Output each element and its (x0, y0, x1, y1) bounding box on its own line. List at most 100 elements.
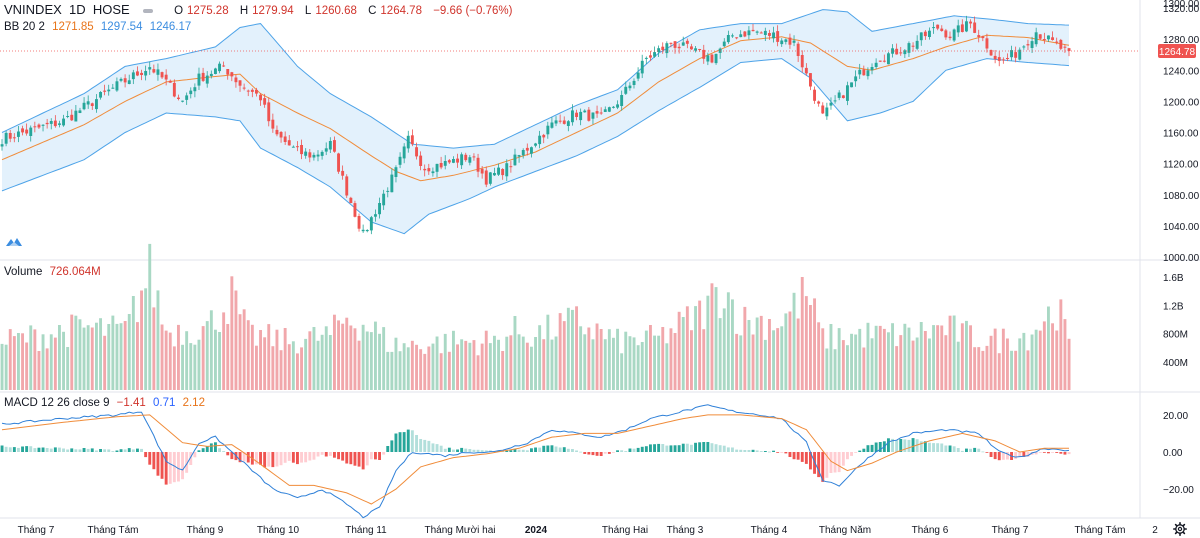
volume-bar[interactable] (571, 309, 574, 390)
candle[interactable] (870, 63, 874, 75)
macd-histogram-bar[interactable] (415, 435, 418, 452)
macd-histogram-bar[interactable] (365, 452, 369, 466)
macd-histogram-bar[interactable] (177, 452, 180, 482)
candle[interactable] (1063, 44, 1067, 53)
volume-bar[interactable] (353, 328, 357, 390)
macd-histogram-bar[interactable] (1006, 452, 1009, 460)
macd-histogram-bar[interactable] (144, 452, 148, 458)
candle[interactable] (201, 67, 205, 83)
volume-bar[interactable] (283, 328, 287, 390)
candle[interactable] (197, 67, 201, 90)
macd-histogram-bar[interactable] (616, 450, 619, 452)
macd-histogram-bar[interactable] (476, 449, 480, 452)
visibility-dot-icon[interactable] (142, 8, 153, 13)
volume-bar[interactable] (628, 336, 632, 390)
macd-histogram-bar[interactable] (410, 430, 414, 452)
candle[interactable] (587, 107, 591, 122)
volume-bar[interactable] (12, 336, 16, 390)
candle[interactable] (911, 42, 915, 52)
volume-bar[interactable] (809, 305, 812, 390)
volume-bar[interactable] (554, 336, 558, 391)
macd-histogram-bar[interactable] (821, 452, 825, 482)
macd-histogram-bar[interactable] (4, 446, 8, 452)
macd-histogram-bar[interactable] (788, 452, 792, 457)
volume-bar[interactable] (677, 311, 681, 390)
candle[interactable] (804, 63, 808, 76)
volume-bar[interactable] (123, 321, 127, 390)
volume-bar[interactable] (406, 347, 410, 390)
candle[interactable] (320, 150, 324, 160)
macd-histogram-bar[interactable] (517, 449, 521, 452)
macd-histogram-bar[interactable] (99, 449, 102, 452)
candle[interactable] (246, 89, 250, 97)
volume-bar[interactable] (201, 326, 205, 390)
macd-histogram-bar[interactable] (562, 447, 566, 452)
candle[interactable] (591, 112, 595, 125)
candle[interactable] (661, 42, 665, 54)
volume-bar[interactable] (493, 335, 496, 390)
candle[interactable] (792, 35, 796, 47)
volume-bar[interactable] (632, 337, 636, 390)
volume-bar[interactable] (374, 321, 377, 390)
macd-histogram-bar[interactable] (419, 439, 423, 452)
volume-bar[interactable] (111, 315, 115, 390)
candle[interactable] (1059, 38, 1063, 51)
macd-histogram-bar[interactable] (304, 452, 308, 463)
candle[interactable] (694, 45, 697, 53)
volume-bar[interactable] (649, 325, 652, 390)
macd-histogram-bar[interactable] (792, 452, 796, 460)
volume-bar[interactable] (345, 317, 349, 390)
candle[interactable] (944, 28, 948, 40)
candle[interactable] (148, 61, 152, 75)
candle[interactable] (374, 209, 377, 222)
macd-histogram-bar[interactable] (706, 442, 710, 452)
candle[interactable] (415, 142, 418, 160)
macd-histogram-bar[interactable] (279, 452, 283, 466)
macd-histogram-bar[interactable] (193, 452, 197, 458)
candle[interactable] (501, 168, 505, 180)
volume-bar[interactable] (103, 335, 107, 390)
candle[interactable] (685, 38, 689, 49)
volume-bar[interactable] (452, 330, 455, 390)
candle[interactable] (788, 33, 792, 49)
volume-bar[interactable] (136, 322, 139, 390)
volume-bar[interactable] (33, 329, 37, 390)
volume-bar[interactable] (119, 323, 123, 390)
volume-bar[interactable] (164, 330, 168, 390)
volume-bar[interactable] (460, 339, 464, 390)
volume-bar[interactable] (107, 324, 111, 390)
volume-bar[interactable] (702, 329, 706, 390)
candle[interactable] (431, 167, 435, 177)
volume-bar[interactable] (357, 340, 361, 390)
macd-histogram-bar[interactable] (612, 452, 615, 453)
macd-histogram-bar[interactable] (829, 452, 833, 473)
candle[interactable] (690, 43, 693, 50)
candle[interactable] (435, 163, 439, 178)
candle[interactable] (1067, 47, 1071, 57)
candle[interactable] (369, 215, 373, 235)
volume-bar[interactable] (431, 343, 435, 390)
macd-histogram-bar[interactable] (472, 449, 476, 452)
candle[interactable] (45, 118, 49, 129)
macd-histogram-bar[interactable] (1038, 452, 1042, 453)
macd-histogram-bar[interactable] (525, 450, 529, 452)
volume-bar[interactable] (1063, 319, 1067, 390)
volume-bar[interactable] (821, 328, 825, 390)
volume-bar[interactable] (751, 334, 755, 391)
macd-histogram-bar[interactable] (357, 452, 361, 467)
candle[interactable] (739, 30, 743, 38)
volume-bar[interactable] (402, 343, 406, 390)
macd-histogram-bar[interactable] (755, 450, 759, 452)
candle[interactable] (681, 36, 685, 46)
macd-histogram-bar[interactable] (25, 446, 29, 452)
volume-bar[interactable] (907, 327, 911, 390)
volume-bar[interactable] (911, 340, 915, 390)
candle[interactable] (164, 69, 168, 86)
macd-histogram-bar[interactable] (731, 447, 734, 453)
macd-histogram-bar[interactable] (86, 448, 90, 452)
macd-histogram-bar[interactable] (111, 451, 115, 452)
macd-histogram-bar[interactable] (406, 429, 410, 452)
macd-histogram-bar[interactable] (538, 447, 542, 452)
candle[interactable] (279, 130, 283, 143)
volume-bar[interactable] (324, 326, 328, 390)
